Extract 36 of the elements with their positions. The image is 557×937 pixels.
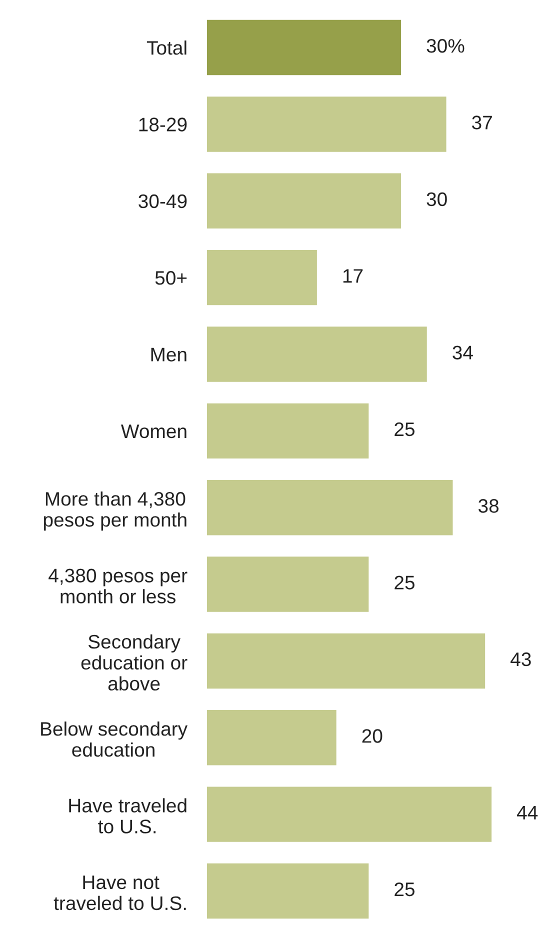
y-tick-label: 50+ (155, 271, 187, 285)
data-label: 30% (426, 38, 464, 53)
bar (207, 403, 369, 459)
bar (207, 480, 453, 536)
y-tick-label: 30-49 (138, 194, 187, 208)
bar (207, 96, 446, 152)
data-label: 25 (394, 422, 414, 436)
bar (207, 326, 427, 382)
data-label: 25 (394, 882, 414, 896)
y-tick-label: 18-29 (139, 118, 187, 132)
bar (207, 863, 369, 919)
data-label: 44 (517, 806, 538, 820)
y-tick-label: Have not traveled to U.S. (54, 876, 186, 910)
data-label: 20 (362, 729, 382, 743)
y-tick-label: Secondary education or above (81, 634, 188, 691)
data-label: 30 (426, 192, 447, 206)
y-tick-label: Have traveled to U.S. (69, 798, 186, 834)
y-tick-label: Below secondary education (41, 722, 188, 757)
data-label: 25 (394, 576, 414, 590)
bar (207, 633, 486, 689)
bar (207, 20, 402, 76)
bar (207, 786, 492, 842)
bar (207, 710, 336, 766)
data-label: 43 (510, 652, 531, 666)
data-label: 38 (478, 499, 499, 513)
bar (207, 173, 402, 228)
bar (207, 556, 369, 612)
y-tick-label: Men (151, 348, 186, 362)
bar (207, 250, 317, 306)
y-tick-label: 4,380 pesos per month or less (48, 568, 188, 604)
data-label: 34 (452, 346, 473, 360)
data-label: 37 (472, 116, 492, 130)
y-tick-label: Women (120, 424, 186, 438)
y-tick-label: More than 4,380 pesos per month (44, 491, 186, 531)
data-label: 17 (343, 269, 363, 283)
y-tick-label: Total (146, 40, 186, 55)
